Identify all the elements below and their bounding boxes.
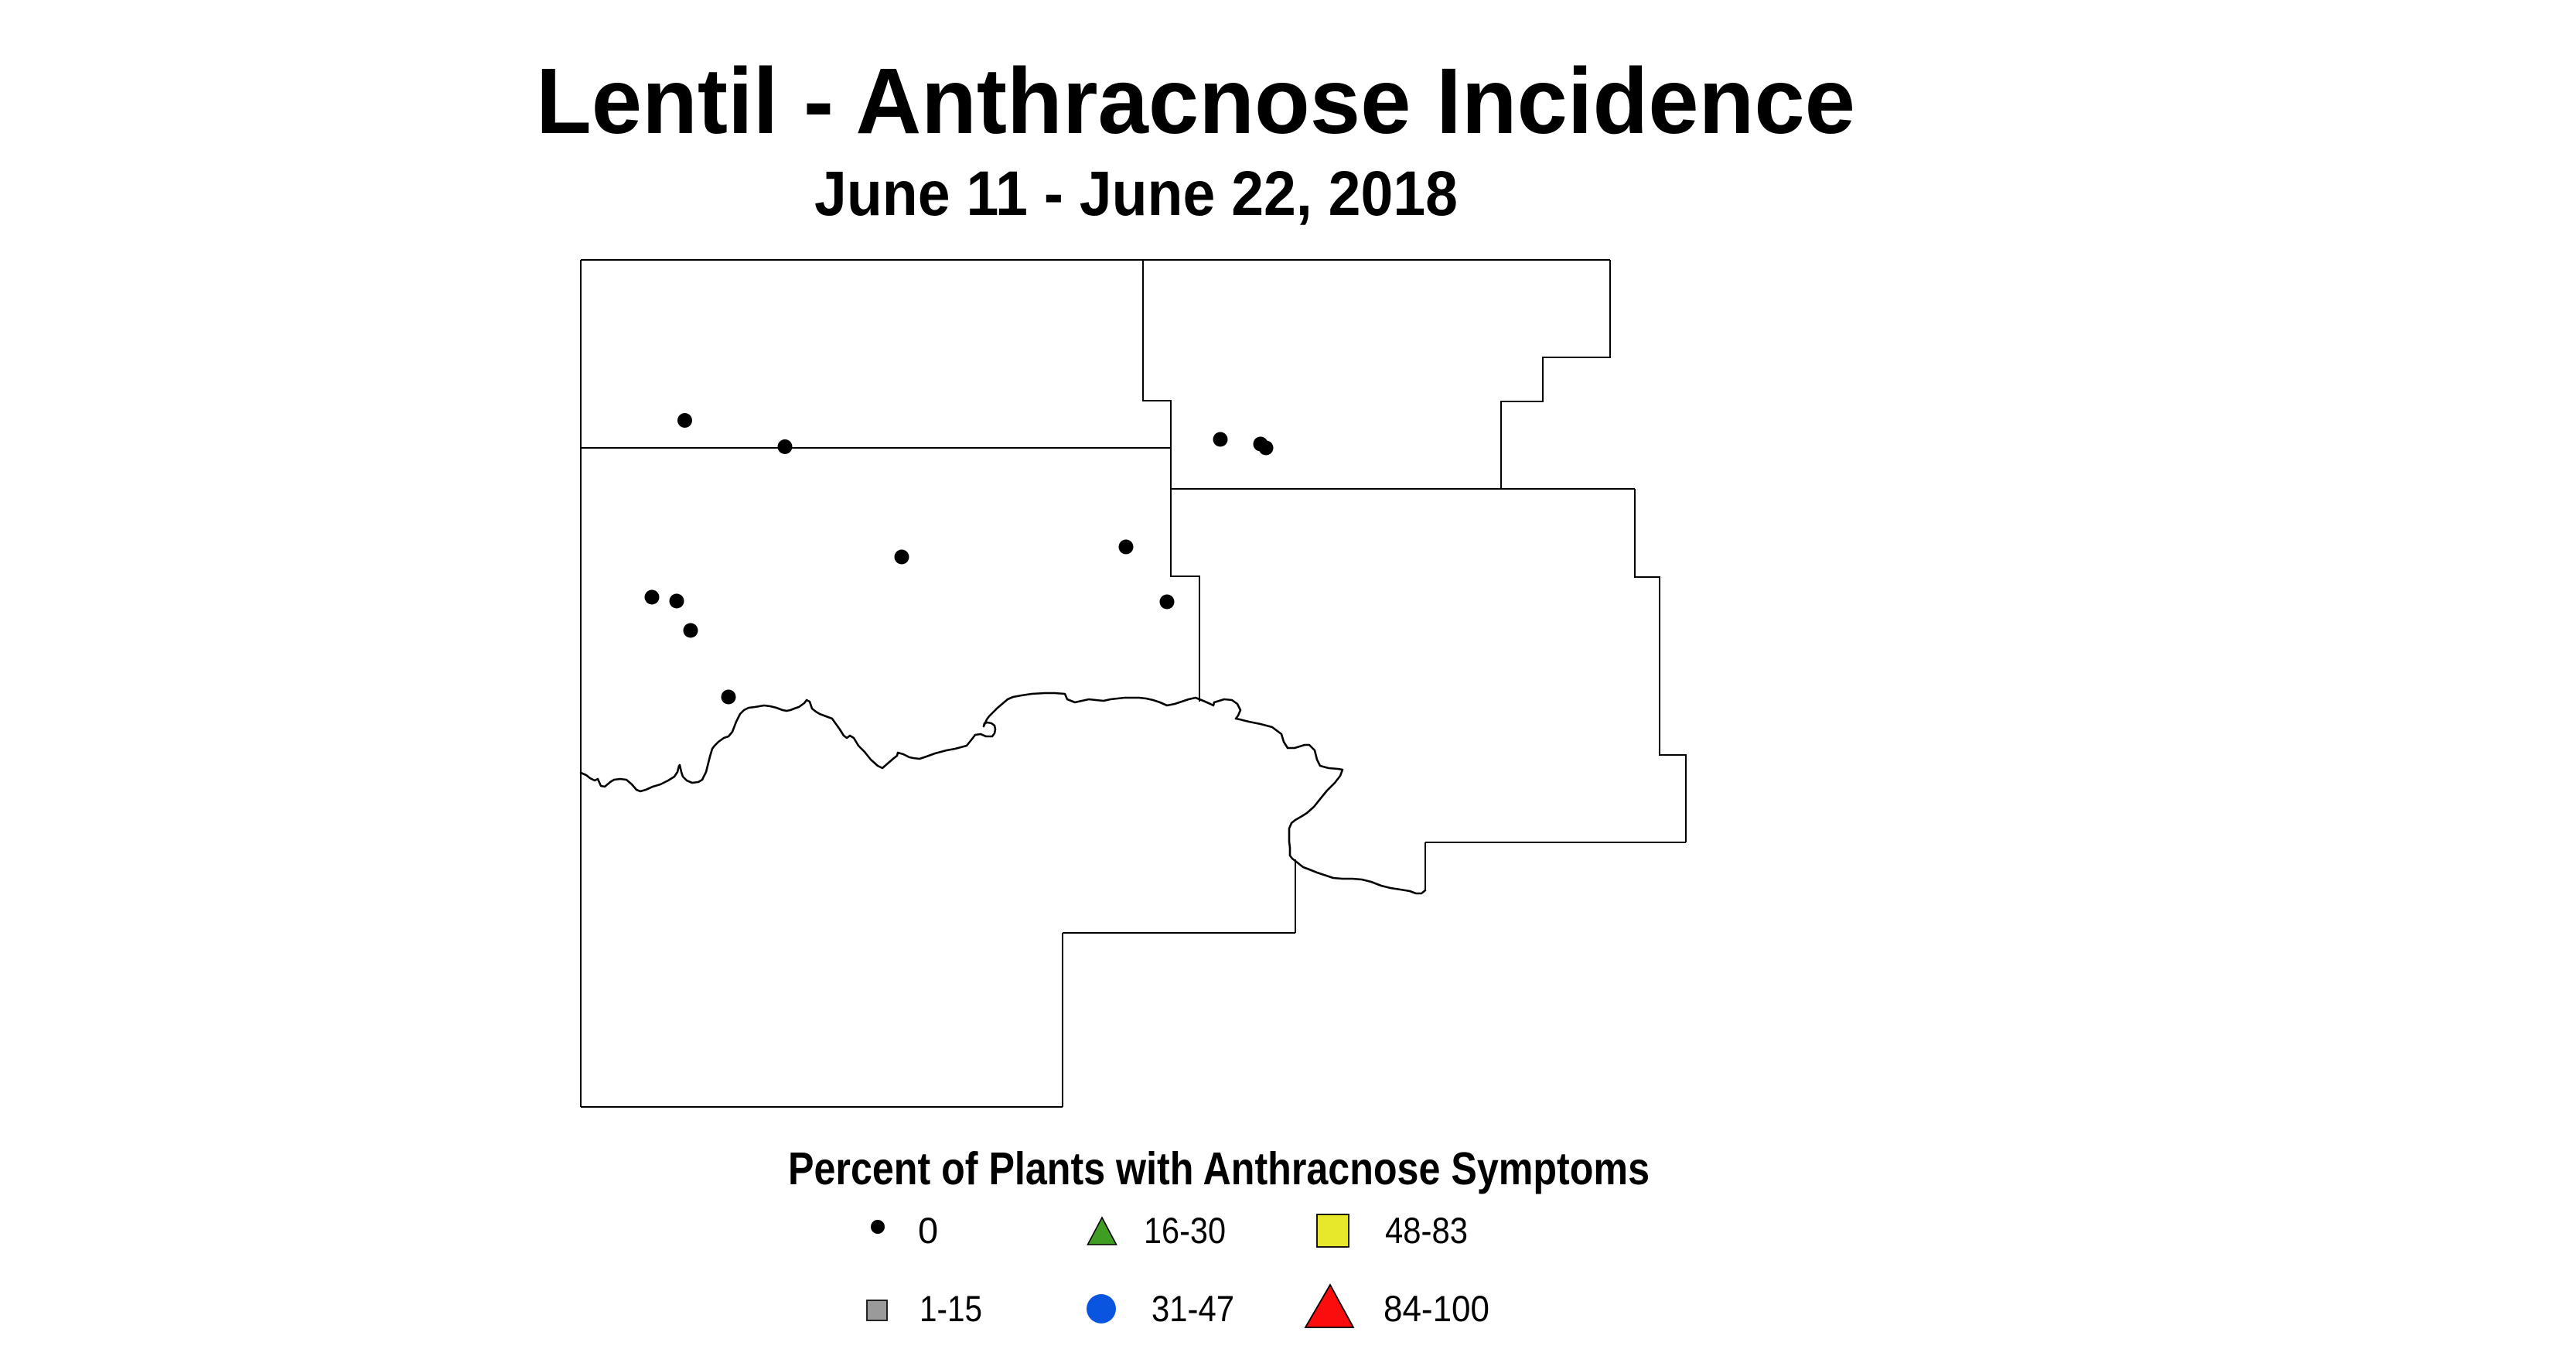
svg-text:June 11 - June 22, 2018: June 11 - June 22, 2018: [814, 159, 1458, 229]
svg-text:0: 0: [918, 1210, 938, 1251]
svg-text:31-47: 31-47: [1152, 1288, 1234, 1329]
svg-text:Percent of Plants with Anthrac: Percent of Plants with Anthracnose Sympt…: [788, 1143, 1650, 1194]
svg-text:1-15: 1-15: [920, 1288, 982, 1329]
svg-text:48-83: 48-83: [1385, 1210, 1468, 1251]
svg-text:16-30: 16-30: [1144, 1210, 1226, 1251]
svg-text:84-100: 84-100: [1384, 1288, 1489, 1329]
svg-text:Lentil - Anthracnose Incidence: Lentil - Anthracnose Incidence: [536, 48, 1855, 153]
